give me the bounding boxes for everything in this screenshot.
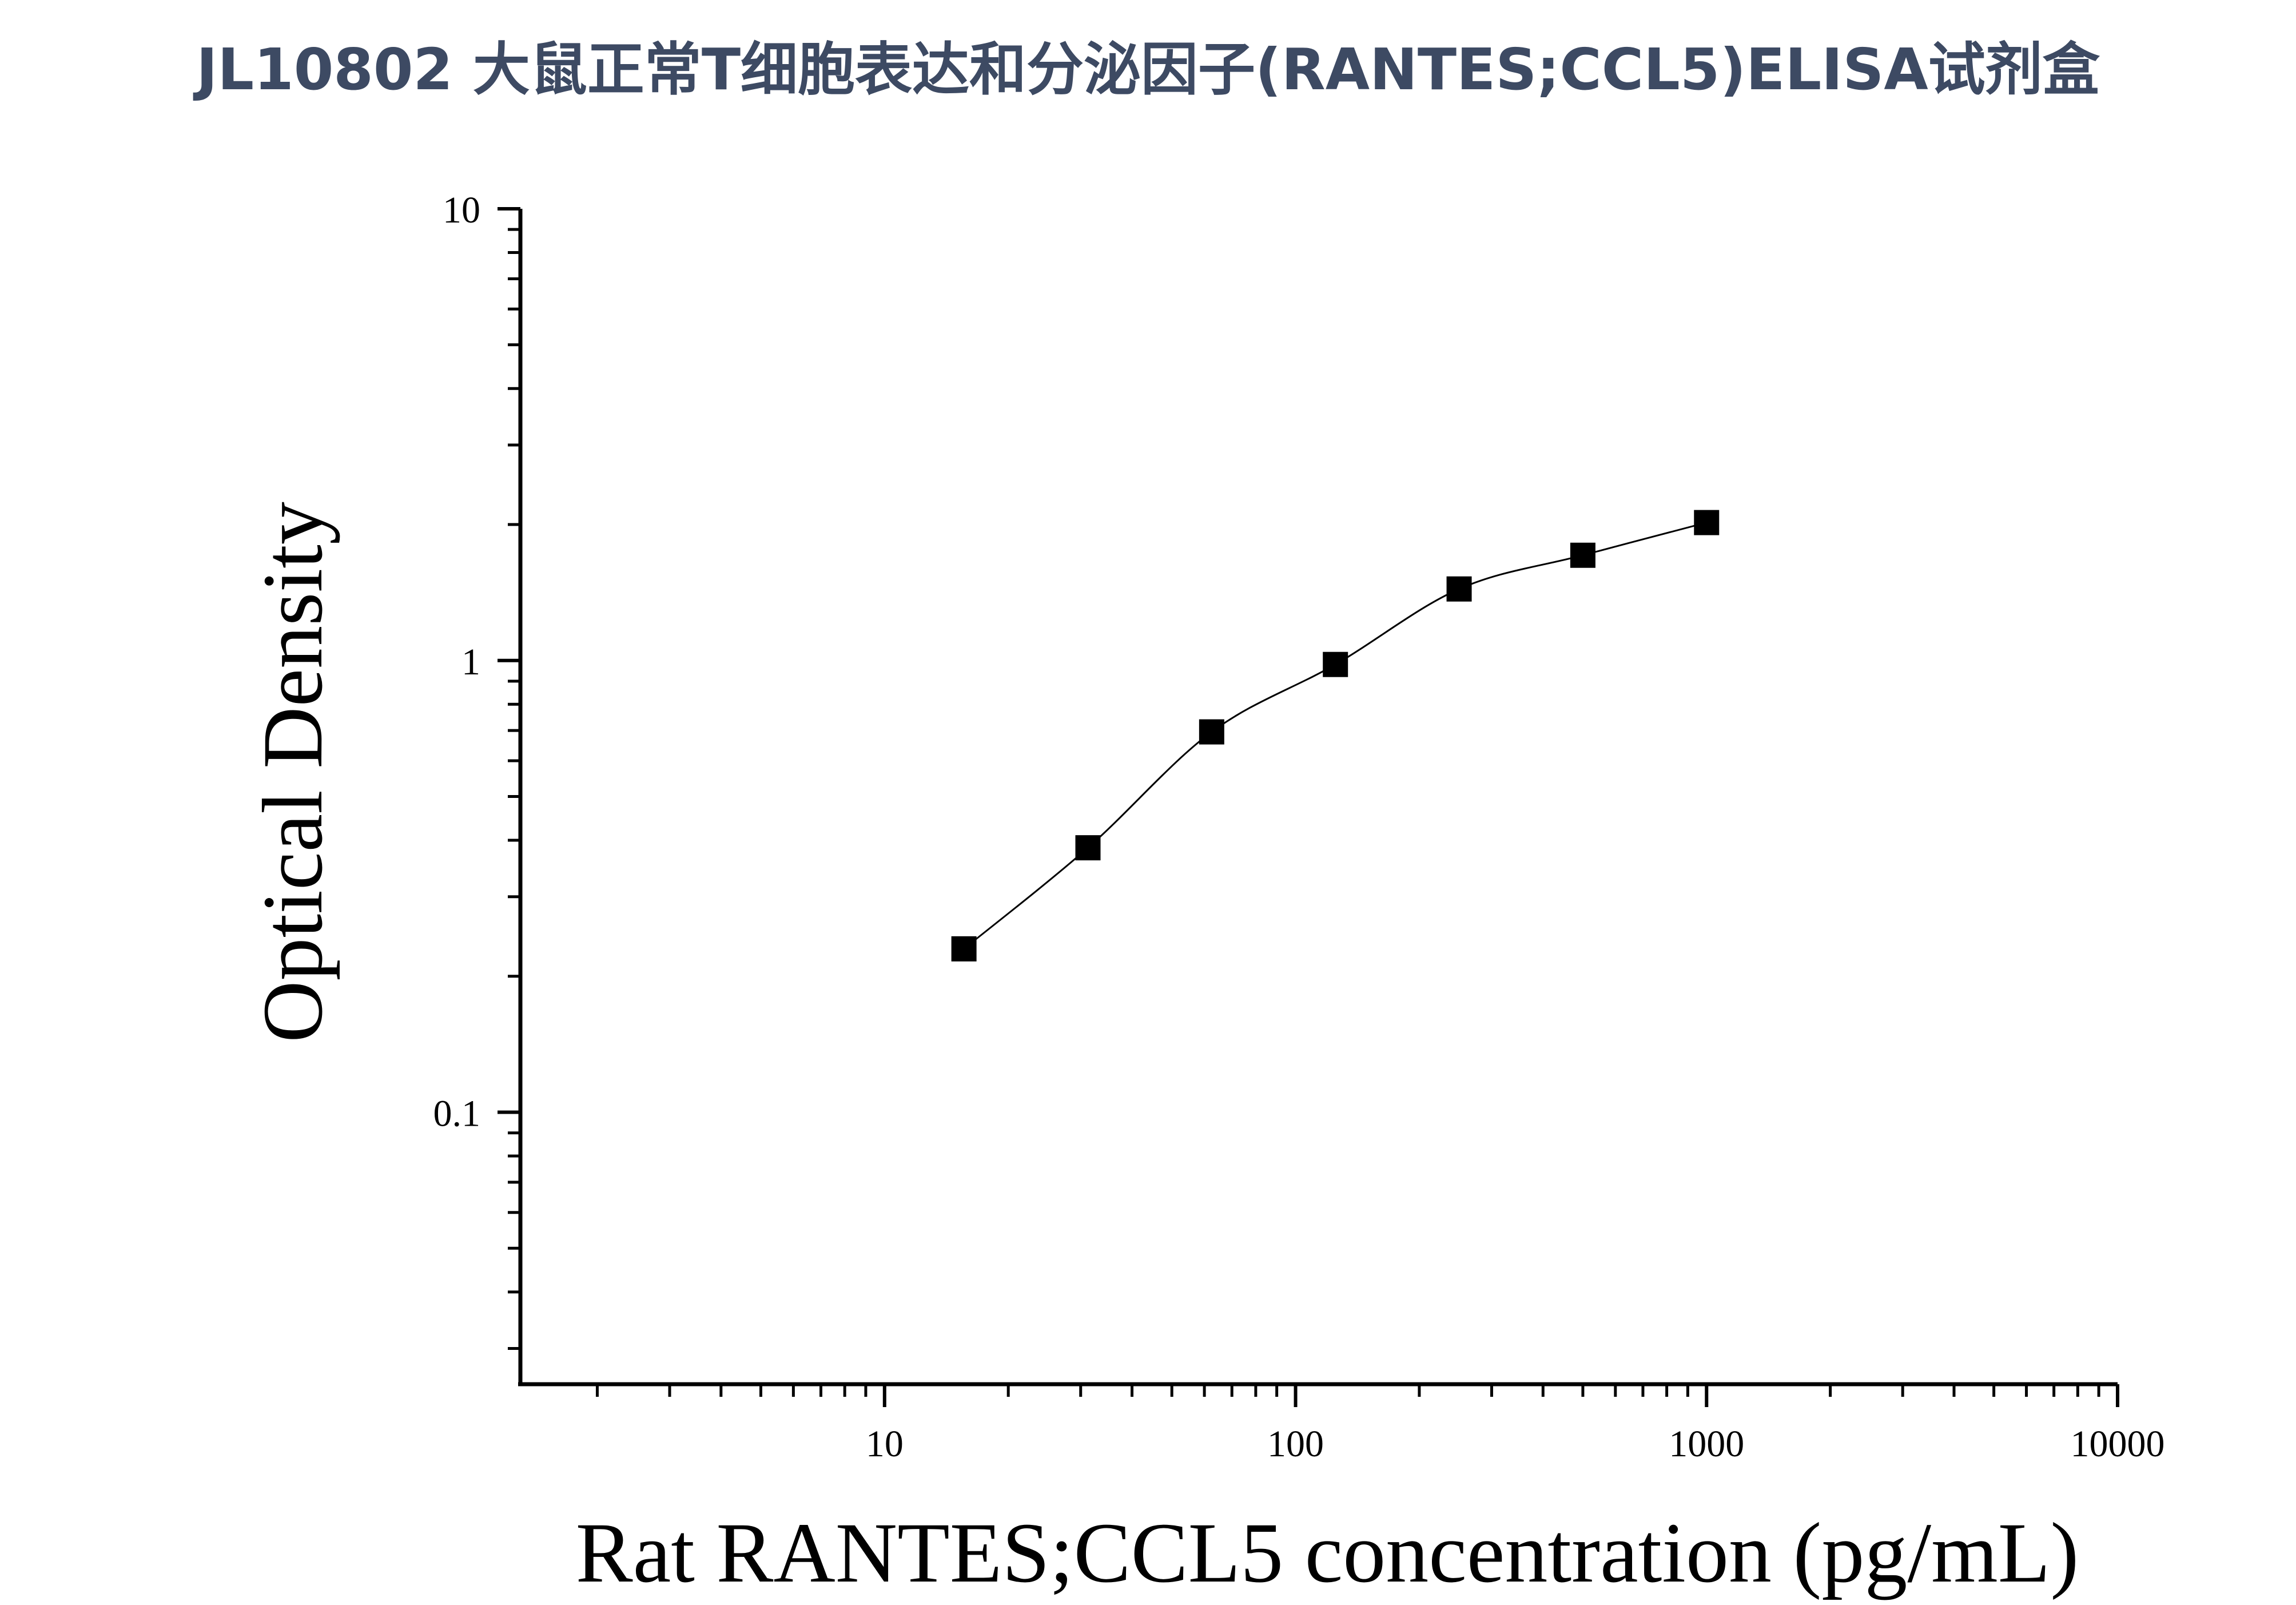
y-axis-title: Optical Density — [245, 502, 340, 1043]
data-point — [951, 936, 977, 962]
fit-curve — [963, 522, 1707, 950]
data-point — [1199, 719, 1224, 745]
x-axis-title: Rat RANTES;CCL5 concentration (pg/mL) — [576, 1505, 2079, 1600]
data-point — [1446, 576, 1472, 602]
x-tick-label: 1000 — [1669, 1423, 1744, 1465]
y-minor-ticks — [508, 228, 520, 1350]
x-tick-label: 10000 — [2071, 1423, 2165, 1465]
x-tick-label: 10 — [866, 1423, 904, 1465]
y-tick-label: 10 — [443, 189, 480, 231]
x-tick-label: 100 — [1267, 1423, 1324, 1465]
x-axis: 10 100 1000 10000 — [518, 1382, 2165, 1465]
data-point — [1075, 835, 1101, 861]
data-point — [1694, 510, 1720, 535]
data-point — [1323, 651, 1348, 677]
data-points — [951, 510, 1720, 962]
y-tick-label: 1 — [461, 641, 480, 683]
y-tick-label: 0.1 — [433, 1093, 481, 1135]
x-minor-ticks — [595, 1384, 2100, 1397]
x-major-ticks: 10 100 1000 10000 — [866, 1384, 2165, 1465]
data-point — [1570, 542, 1595, 568]
y-axis: 0.1 1 10 — [433, 189, 523, 1385]
y-major-ticks: 0.1 1 10 — [433, 189, 520, 1135]
page-title: JL10802 大鼠正常T细胞表达和分泌因子(RANTES;CCL5)ELISA… — [196, 36, 2100, 103]
